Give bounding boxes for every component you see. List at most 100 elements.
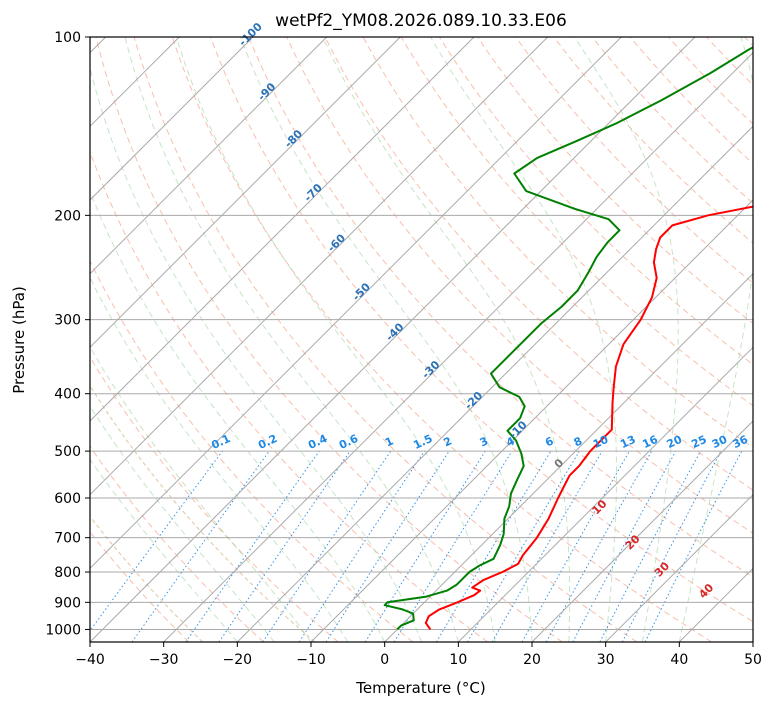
isotherm-line — [384, 272, 753, 642]
mixing-ratio-line — [185, 450, 320, 642]
mixing-ratio-line — [393, 450, 513, 642]
dry-adiabat-line — [210, 37, 753, 623]
mixing-ratio-label: 16 — [640, 433, 660, 451]
moist-adiabat-line — [90, 405, 275, 642]
isotherm-line — [90, 37, 328, 275]
isotherm-line — [605, 493, 753, 642]
temperature-profile-line — [424, 205, 753, 630]
mixing-ratio-label: 10 — [591, 433, 611, 451]
warm-isotherm-label: 0 — [552, 456, 567, 471]
mixing-ratio-label: 0.2 — [256, 432, 279, 452]
dry-adiabat-line — [591, 37, 753, 204]
mixing-ratio-line — [90, 450, 223, 632]
y-tick-label: 100 — [54, 30, 81, 46]
isotherm-line — [678, 567, 753, 642]
dry-adiabat-line — [90, 356, 339, 642]
y-tick-label: 1000 — [45, 622, 81, 638]
x-tick-label: −20 — [223, 652, 253, 668]
dewpoint-profile-line — [383, 46, 753, 631]
x-tick-label: 10 — [449, 652, 467, 668]
y-axis-ticks: 1000 900 800 700 600 500 400 300 200 100 — [45, 30, 90, 638]
dry-adiabat-line — [400, 37, 753, 407]
isotherm-line — [310, 199, 753, 642]
dry-adiabat-line — [668, 37, 753, 125]
isotherm-label: -60 — [325, 231, 348, 254]
dry-adiabat-line — [90, 531, 190, 642]
mixing-ratio-label: 30 — [710, 433, 730, 451]
mixing-ratio-label: 25 — [689, 433, 708, 451]
dry-adiabat-line — [515, 37, 753, 284]
dry-adiabat-line — [133, 37, 638, 642]
mixing-ratio-line — [491, 450, 603, 642]
dry-adiabat-line — [744, 37, 753, 47]
mixing-ratio-label: 1 — [383, 434, 395, 449]
moist-adiabat-line — [90, 189, 386, 642]
mixing-ratio-label: 13 — [618, 433, 637, 451]
dry-adiabat-line — [629, 37, 753, 165]
dry-adiabat-line — [553, 37, 753, 244]
dry-adiabat-line — [477, 37, 753, 325]
x-tick-label: 20 — [523, 652, 541, 668]
mixing-ratio-line — [218, 450, 351, 642]
warm-isotherm-label: 20 — [623, 532, 643, 552]
mixing-ratio-line — [325, 450, 450, 642]
isotherm-label: -20 — [462, 389, 485, 412]
mixing-ratio-line — [298, 450, 425, 642]
mixing-ratio-label: 36 — [731, 433, 751, 451]
y-tick-label: 400 — [54, 387, 81, 403]
dry-adiabat-line — [248, 37, 753, 578]
mixing-ratio-line — [435, 450, 552, 642]
isotherm-line — [531, 420, 753, 642]
y-tick-label: 500 — [54, 444, 81, 460]
x-tick-label: −30 — [149, 652, 179, 668]
reference-adiabat-line — [90, 384, 316, 642]
isotherm-line — [90, 37, 622, 570]
mixing-ratio-line — [364, 450, 486, 642]
mixing-ratio-label: 0.1 — [209, 432, 232, 452]
x-tick-label: 30 — [597, 652, 615, 668]
x-axis-label: Temperature (°C) — [355, 679, 485, 697]
isotherm-line — [90, 37, 401, 349]
moist-adiabat-line — [90, 345, 312, 642]
mixing-ratio-label: 8 — [572, 434, 584, 449]
isotherm-label: -100 — [236, 20, 265, 49]
y-tick-label: 700 — [54, 531, 81, 547]
profile-series — [383, 46, 753, 631]
dry-adiabat-line — [90, 259, 414, 642]
dry-adiabat-line — [324, 37, 753, 491]
isotherm-line — [236, 125, 753, 642]
x-tick-label: 40 — [670, 652, 688, 668]
moist-adiabat-line — [322, 37, 571, 642]
isotherm-label: -70 — [302, 181, 325, 204]
isotherm-line — [752, 641, 753, 642]
dry-adiabat-line — [90, 150, 488, 642]
mixing-ratio-line — [572, 450, 677, 642]
isotherm-line — [90, 37, 254, 201]
moist-adiabat-line — [124, 37, 459, 642]
y-tick-label: 200 — [54, 208, 81, 224]
mixing-ratio-line — [131, 450, 270, 642]
mixing-ratio-line — [467, 450, 580, 642]
moist-adiabat-line — [678, 37, 753, 642]
moist-adiabat-line — [90, 276, 349, 642]
y-axis-label: Pressure (hPa) — [10, 286, 28, 394]
moist-adiabat-line — [175, 37, 496, 642]
mixing-ratio-label: 3 — [478, 434, 490, 449]
x-tick-label: 0 — [380, 652, 389, 668]
isotherm-label: -50 — [350, 280, 373, 303]
isotherm-line — [90, 37, 696, 642]
isotherm-line — [163, 51, 753, 642]
reference-adiabat-line — [90, 515, 204, 642]
mixing-ratio-line — [599, 450, 701, 642]
moist-adiabat-line — [239, 37, 533, 642]
dry-adiabat-line — [90, 445, 264, 642]
isotherm-label: -90 — [255, 80, 278, 103]
x-tick-label: −10 — [296, 652, 326, 668]
mixing-ratio-label: 1.5 — [411, 432, 434, 452]
y-tick-label: 600 — [54, 491, 81, 507]
y-tick-label: 300 — [54, 313, 81, 329]
chart-title: wetPf2_YM08.2026.089.10.33.E06 — [275, 11, 567, 31]
isotherm-line — [90, 37, 475, 422]
isotherm-line — [90, 37, 549, 496]
